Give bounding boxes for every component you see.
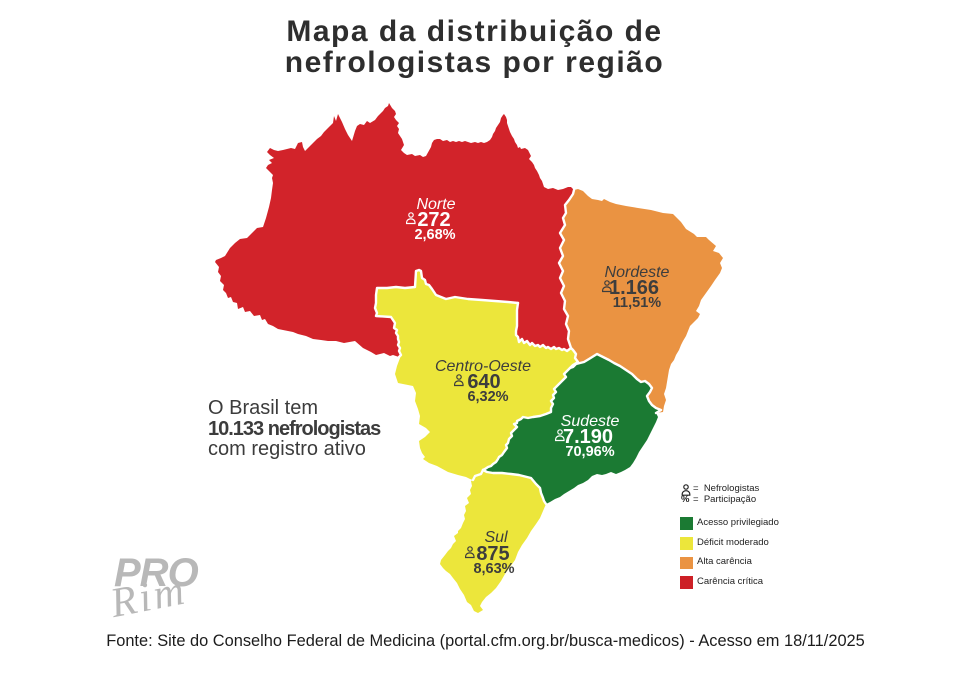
svg-text:8,63%: 8,63%	[473, 561, 514, 577]
svg-text:1.166: 1.166	[609, 277, 659, 299]
svg-text:Sul: Sul	[484, 529, 508, 546]
svg-text:272: 272	[417, 209, 450, 231]
svg-text:70,96%: 70,96%	[565, 444, 614, 460]
svg-text:11,51%: 11,51%	[613, 295, 661, 311]
svg-text:875: 875	[476, 543, 509, 565]
svg-text:7.190: 7.190	[563, 426, 613, 448]
svg-text:PRO: PRO	[114, 551, 199, 595]
svg-text:Nordeste: Nordeste	[605, 264, 670, 281]
svg-text:640: 640	[467, 371, 500, 393]
svg-text:Sudeste: Sudeste	[561, 413, 620, 430]
svg-text:6,32%: 6,32%	[467, 389, 508, 405]
svg-text:2,68%: 2,68%	[414, 227, 455, 243]
svg-text:Centro-Oeste: Centro-Oeste	[435, 358, 531, 375]
svg-text:Norte: Norte	[416, 196, 455, 213]
